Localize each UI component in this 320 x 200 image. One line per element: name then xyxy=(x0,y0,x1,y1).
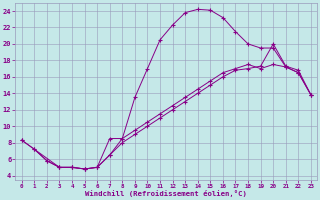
X-axis label: Windchill (Refroidissement éolien,°C): Windchill (Refroidissement éolien,°C) xyxy=(85,190,247,197)
